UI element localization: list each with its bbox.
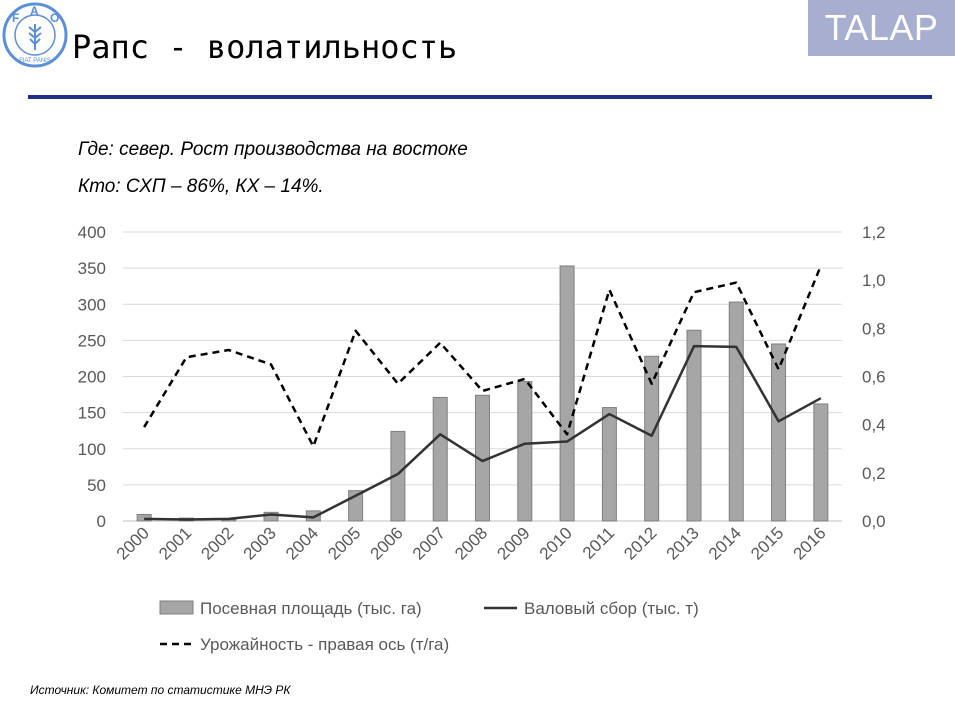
bar-area-2007 (432, 396, 448, 522)
x-tick-label: 2007 (409, 523, 449, 563)
x-tick-label: 2000 (113, 523, 153, 563)
left-tick-label: 100 (78, 440, 106, 459)
svg-text:FIAT PANIS: FIAT PANIS (19, 58, 51, 64)
x-tick-label: 2004 (282, 523, 322, 563)
legend-label-yield: Урожайность - правая ось (т/га) (200, 635, 449, 654)
svg-text:F: F (12, 11, 19, 25)
x-tick-label: 2011 (579, 523, 618, 562)
x-tick-label: 2003 (240, 523, 280, 563)
bar-area-2009 (517, 381, 533, 522)
right-tick-label: 0,2 (862, 464, 886, 483)
right-tick-label: 0,0 (862, 512, 886, 531)
bar-area-2015 (771, 343, 787, 522)
right-axis-ticks: 1,2 1,0 0,8 0,6 0,4 0,2 0,0 (862, 223, 886, 531)
bar-area-2011 (601, 407, 617, 522)
legend-label-area: Посевная площадь (тыс. га) (200, 599, 422, 618)
x-tick-label: 2013 (663, 523, 703, 563)
bar-area-2014 (728, 301, 744, 522)
svg-text:A: A (30, 4, 39, 18)
x-tick-label: 2002 (197, 523, 237, 563)
bars-area (136, 265, 829, 522)
bar-area-2010 (559, 265, 575, 522)
note-who: Кто: СХП – 86%, КХ – 14%. (78, 176, 324, 197)
note-where: Где: север. Рост производства на востоке (78, 139, 468, 160)
x-tick-label: 2006 (367, 523, 407, 563)
source-note: Источник: Комитет по статистике МНЭ РК (30, 683, 291, 697)
fao-logo: F A O FIAT PANIS (2, 2, 68, 68)
bar-area-2013 (686, 329, 702, 522)
x-tick-label: 2010 (536, 523, 576, 563)
x-tick-label: 2001 (155, 523, 195, 563)
right-tick-label: 0,8 (862, 319, 886, 338)
svg-text:O: O (50, 11, 59, 25)
x-tick-label: 2008 (451, 523, 491, 563)
page-title: Рапс - волатильность (72, 28, 458, 66)
x-tick-label: 2016 (789, 523, 829, 563)
legend-label-harvest: Валовый сбор (тыс. т) (524, 599, 699, 618)
series-line-harvest (144, 344, 822, 521)
left-tick-label: 300 (78, 295, 106, 314)
x-tick-label: 2015 (747, 523, 787, 563)
legend-swatch-area (159, 600, 194, 615)
left-tick-label: 250 (78, 331, 106, 350)
legend: Посевная площадь (тыс. га) Валовый сбор … (159, 599, 699, 654)
left-tick-label: 350 (78, 259, 106, 278)
right-tick-label: 0,4 (862, 416, 886, 435)
bar-area-2016 (813, 403, 829, 522)
lines (143, 265, 823, 521)
right-tick-label: 1,2 (862, 223, 886, 242)
right-tick-label: 0,6 (862, 368, 886, 387)
x-tick-label: 2014 (705, 523, 745, 563)
title-divider (28, 95, 932, 99)
left-tick-label: 200 (78, 368, 106, 387)
left-tick-label: 400 (78, 223, 106, 242)
series-line-yield (143, 265, 823, 448)
bar-area-2006 (390, 430, 406, 522)
bar-area-2003 (263, 511, 279, 522)
left-tick-label: 150 (78, 404, 106, 423)
x-tick-label: 2012 (620, 523, 660, 563)
left-tick-label: 50 (87, 476, 106, 495)
x-tick-label: 2009 (493, 523, 533, 563)
bar-area-2012 (644, 355, 660, 522)
left-tick-label: 0 (97, 512, 106, 531)
brand-badge: TALAP (808, 0, 955, 56)
left-axis-ticks: 400 350 300 250 200 150 100 50 0 (78, 223, 106, 531)
x-tick-label: 2005 (324, 523, 364, 563)
x-axis-ticks: 2000 2001 2002 2003 2004 2005 2006 2007 2008 2009… (113, 523, 830, 563)
right-tick-label: 1,0 (862, 271, 886, 290)
